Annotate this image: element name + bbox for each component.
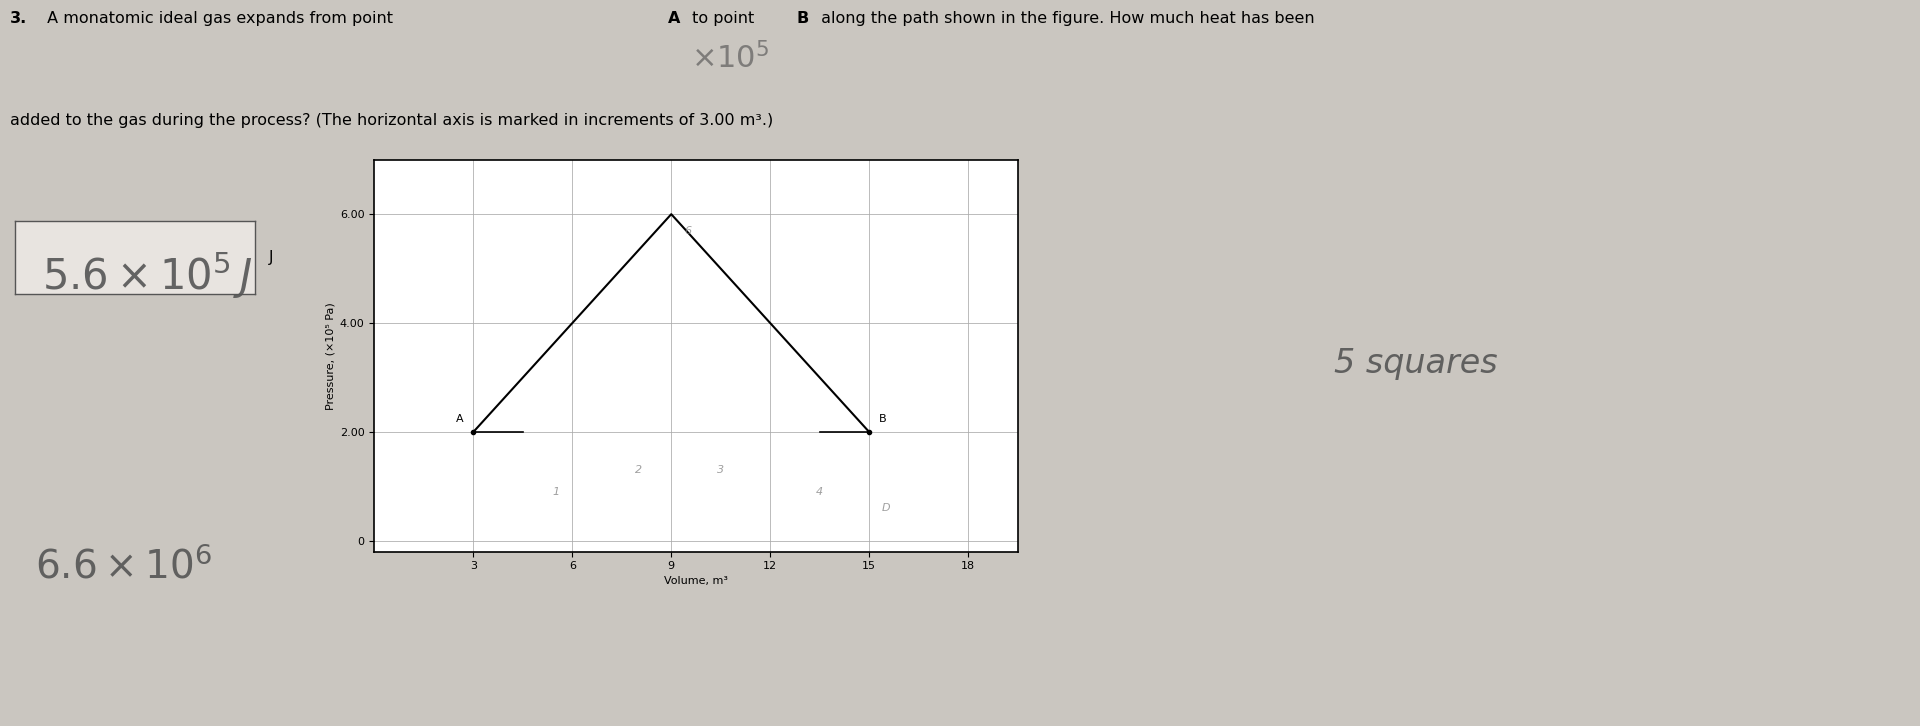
Text: $6.6 \times 10^6$: $6.6 \times 10^6$ bbox=[35, 547, 211, 586]
Text: along the path shown in the figure. How much heat has been: along the path shown in the figure. How … bbox=[816, 11, 1315, 26]
Text: added to the gas during the process? (The horizontal axis is marked in increment: added to the gas during the process? (Th… bbox=[10, 113, 774, 128]
Text: J: J bbox=[269, 250, 273, 265]
Text: A: A bbox=[455, 414, 463, 424]
Text: 3: 3 bbox=[718, 465, 724, 475]
Text: 6: 6 bbox=[684, 226, 691, 235]
Text: A monatomic ideal gas expands from point: A monatomic ideal gas expands from point bbox=[42, 11, 397, 26]
Text: A: A bbox=[668, 11, 680, 26]
Text: 1: 1 bbox=[553, 487, 559, 497]
Text: B: B bbox=[797, 11, 808, 26]
Text: 5 squares: 5 squares bbox=[1334, 346, 1498, 380]
Text: B: B bbox=[879, 414, 887, 424]
Text: 4: 4 bbox=[816, 487, 824, 497]
Text: $5.6 \times 10^5\,J$: $5.6 \times 10^5\,J$ bbox=[42, 250, 252, 301]
Text: 3.: 3. bbox=[10, 11, 27, 26]
Text: to point: to point bbox=[687, 11, 760, 26]
Text: $\times 10^5$: $\times 10^5$ bbox=[691, 42, 770, 74]
X-axis label: Volume, m³: Volume, m³ bbox=[664, 576, 728, 586]
Text: 2: 2 bbox=[636, 465, 641, 475]
Text: D: D bbox=[881, 503, 891, 513]
Y-axis label: Pressure, (×10⁵ Pa): Pressure, (×10⁵ Pa) bbox=[326, 302, 336, 409]
